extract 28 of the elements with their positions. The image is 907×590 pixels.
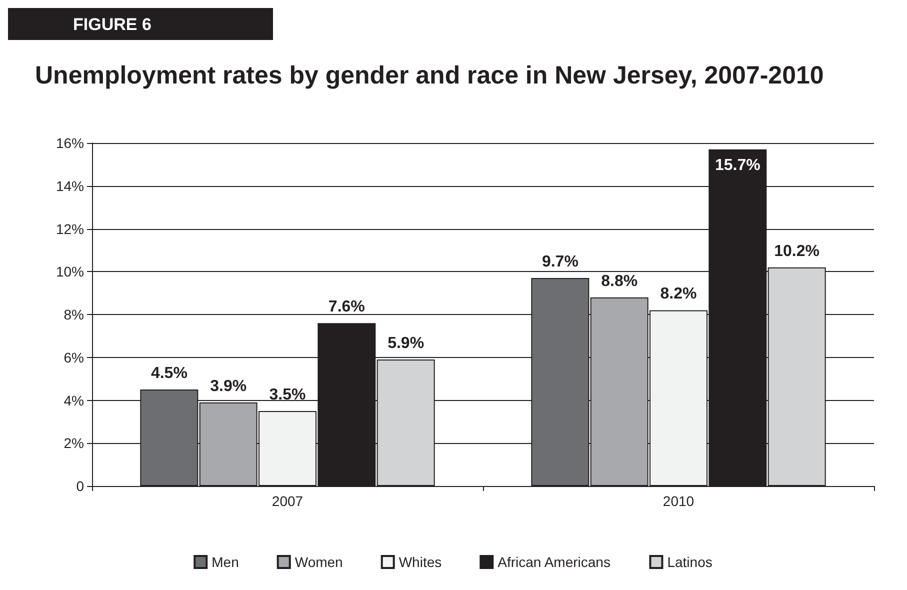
y-tick-label: 2% <box>64 435 84 452</box>
y-tick-label: 0 <box>76 478 84 494</box>
y-tick-label: 12% <box>56 220 84 237</box>
chart-title: Unemployment rates by gender and race in New Jersey, 2007-2010 <box>35 62 824 90</box>
data-label: 9.7% <box>542 254 578 271</box>
data-label: 15.7% <box>714 156 760 174</box>
data-label: 7.6% <box>328 298 365 316</box>
data-label: 5.9% <box>388 335 424 352</box>
legend-label: Men <box>212 554 239 570</box>
data-label: 8.2% <box>660 286 697 303</box>
y-tick-label: 16% <box>56 135 84 151</box>
data-label: 10.2% <box>774 242 820 260</box>
data-label: 3.5% <box>269 386 306 404</box>
y-tick-label: 10% <box>56 264 84 280</box>
y-tick-label: 8% <box>64 306 84 322</box>
x-tick-label: 2010 <box>662 493 694 509</box>
data-label: 3.9% <box>210 378 247 395</box>
legend-label: Latinos <box>667 554 712 570</box>
data-label: 8.8% <box>601 272 638 290</box>
legend-label: African Americans <box>498 554 610 570</box>
y-tick-label: 14% <box>56 178 84 194</box>
y-tick-label: 6% <box>64 349 84 366</box>
caption: FIGURE 6 <box>73 15 152 34</box>
x-tick-label: 2007 <box>272 493 304 509</box>
data-label: 4.5% <box>150 365 188 382</box>
legend-label: Whites <box>398 554 442 570</box>
y-tick-label: 4% <box>64 392 84 408</box>
legend-label: Women <box>294 554 343 570</box>
